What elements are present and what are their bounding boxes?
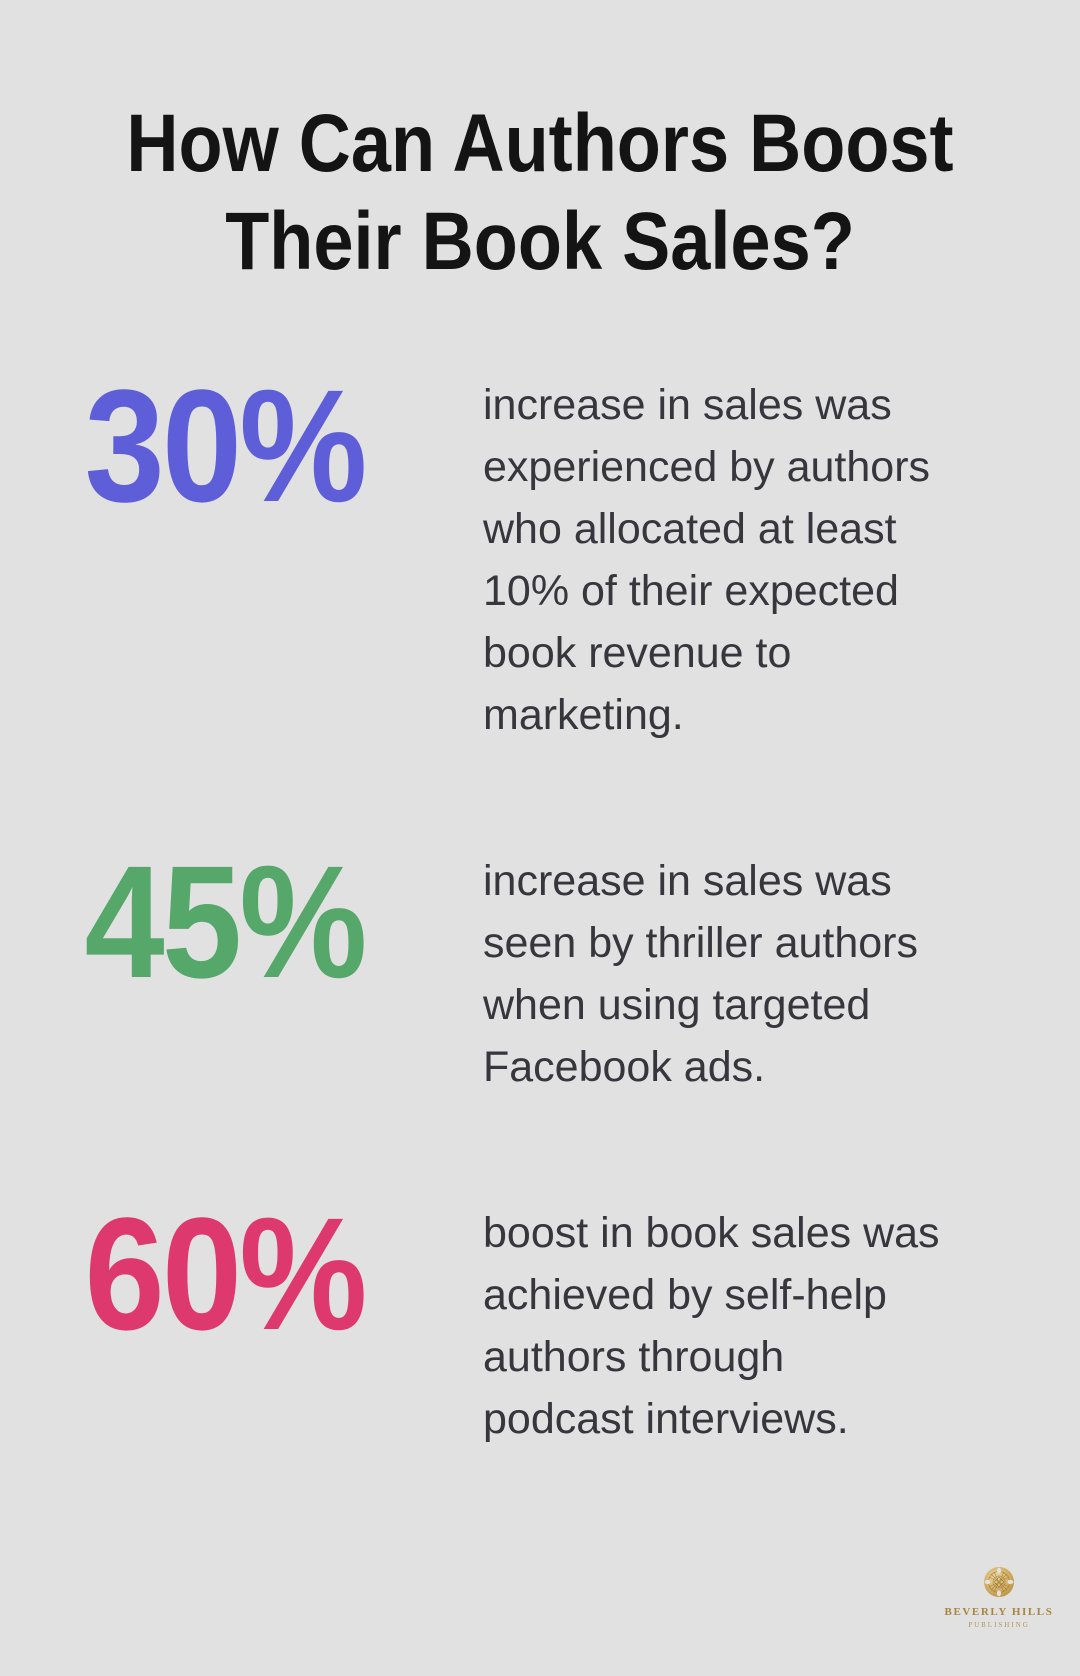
stat-row-30-percent: 30% increase in sales was experienced by…: [0, 356, 1080, 746]
stat-value: 60%: [84, 1184, 368, 1363]
stat-value: 45%: [84, 832, 368, 1011]
stat-value-column: 30%: [0, 356, 450, 535]
ornamental-medallion-icon: [983, 1566, 1015, 1602]
stat-description: increase in sales was experienced by aut…: [483, 381, 931, 739]
stats-list: 30% increase in sales was experienced by…: [0, 356, 1080, 1450]
stat-description: increase in sales was seen by thriller a…: [483, 857, 918, 1091]
publisher-logo: BEVERLY HILLS PUBLISHING: [939, 1566, 1059, 1629]
page-title-line-1: How Can Authors Boost: [126, 98, 954, 189]
brand-name: BEVERLY HILLS: [944, 1606, 1054, 1618]
stat-description: boost in book sales was achieved by self…: [483, 1209, 940, 1443]
page-title-line-2: Their Book Sales?: [225, 196, 855, 287]
brand-subtitle: PUBLISHING: [968, 1621, 1030, 1629]
page-title: How Can Authors Boost Their Book Sales?: [0, 0, 1080, 291]
stat-row-60-percent: 60% boost in book sales was achieved by …: [0, 1184, 1080, 1450]
stat-value-column: 45%: [0, 832, 450, 1011]
stat-value-column: 60%: [0, 1184, 450, 1363]
stat-value: 30%: [84, 356, 368, 535]
stat-row-45-percent: 45% increase in sales was seen by thrill…: [0, 832, 1080, 1098]
